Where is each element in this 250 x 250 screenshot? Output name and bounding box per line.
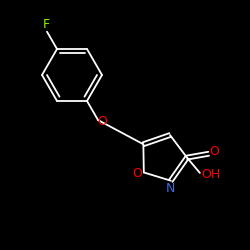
Text: O: O xyxy=(132,167,142,180)
Text: OH: OH xyxy=(201,168,220,181)
Text: O: O xyxy=(97,114,107,128)
Text: F: F xyxy=(42,18,50,31)
Text: N: N xyxy=(166,182,175,195)
Text: O: O xyxy=(210,145,220,158)
